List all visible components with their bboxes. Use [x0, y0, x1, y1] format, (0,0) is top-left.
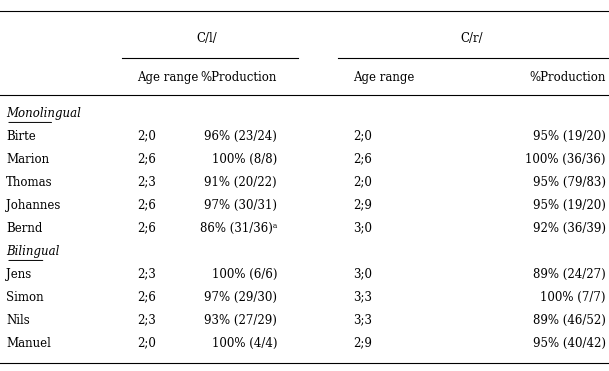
Text: 3;3: 3;3 — [353, 290, 372, 304]
Text: 95% (79/83): 95% (79/83) — [533, 175, 606, 189]
Text: 2;3: 2;3 — [137, 313, 156, 327]
Text: 2;6: 2;6 — [353, 152, 372, 166]
Text: 2;6: 2;6 — [137, 152, 156, 166]
Text: 3;0: 3;0 — [353, 221, 372, 235]
Text: 100% (8/8): 100% (8/8) — [212, 152, 277, 166]
Text: Johannes: Johannes — [6, 198, 60, 212]
Text: Age range: Age range — [353, 71, 415, 85]
Text: Bernd: Bernd — [6, 221, 43, 235]
Text: 95% (19/20): 95% (19/20) — [533, 129, 606, 143]
Text: Thomas: Thomas — [6, 175, 53, 189]
Text: 2;6: 2;6 — [137, 221, 156, 235]
Text: Marion: Marion — [6, 152, 49, 166]
Text: Birte: Birte — [6, 129, 36, 143]
Text: 2;0: 2;0 — [137, 129, 156, 143]
Text: 93% (27/29): 93% (27/29) — [204, 313, 277, 327]
Text: 86% (31/36)ᵃ: 86% (31/36)ᵃ — [200, 221, 277, 235]
Text: 97% (29/30): 97% (29/30) — [204, 290, 277, 304]
Text: 3;3: 3;3 — [353, 313, 372, 327]
Text: C/l/: C/l/ — [197, 32, 217, 46]
Text: 2;6: 2;6 — [137, 290, 156, 304]
Text: 100% (4/4): 100% (4/4) — [211, 336, 277, 350]
Text: 3;0: 3;0 — [353, 267, 372, 281]
Text: Age range: Age range — [137, 71, 199, 85]
Text: Manuel: Manuel — [6, 336, 51, 350]
Text: 100% (6/6): 100% (6/6) — [211, 267, 277, 281]
Text: 92% (36/39): 92% (36/39) — [533, 221, 606, 235]
Text: %Production: %Production — [201, 71, 277, 85]
Text: 2;9: 2;9 — [353, 336, 372, 350]
Text: %Production: %Production — [530, 71, 606, 85]
Text: 100% (36/36): 100% (36/36) — [526, 152, 606, 166]
Text: Nils: Nils — [6, 313, 30, 327]
Text: C/r/: C/r/ — [460, 32, 484, 46]
Text: 89% (46/52): 89% (46/52) — [533, 313, 606, 327]
Text: Monolingual: Monolingual — [6, 106, 81, 120]
Text: 91% (20/22): 91% (20/22) — [205, 175, 277, 189]
Text: Simon: Simon — [6, 290, 44, 304]
Text: 2;6: 2;6 — [137, 198, 156, 212]
Text: Jens: Jens — [6, 267, 31, 281]
Text: 2;0: 2;0 — [137, 336, 156, 350]
Text: 100% (7/7): 100% (7/7) — [540, 290, 606, 304]
Text: 97% (30/31): 97% (30/31) — [204, 198, 277, 212]
Text: 2;3: 2;3 — [137, 175, 156, 189]
Text: 89% (24/27): 89% (24/27) — [533, 267, 606, 281]
Text: 2;3: 2;3 — [137, 267, 156, 281]
Text: 2;0: 2;0 — [353, 129, 372, 143]
Text: 2;9: 2;9 — [353, 198, 372, 212]
Text: 96% (23/24): 96% (23/24) — [204, 129, 277, 143]
Text: 95% (19/20): 95% (19/20) — [533, 198, 606, 212]
Text: 95% (40/42): 95% (40/42) — [533, 336, 606, 350]
Text: Bilingual: Bilingual — [6, 244, 60, 258]
Text: 2;0: 2;0 — [353, 175, 372, 189]
